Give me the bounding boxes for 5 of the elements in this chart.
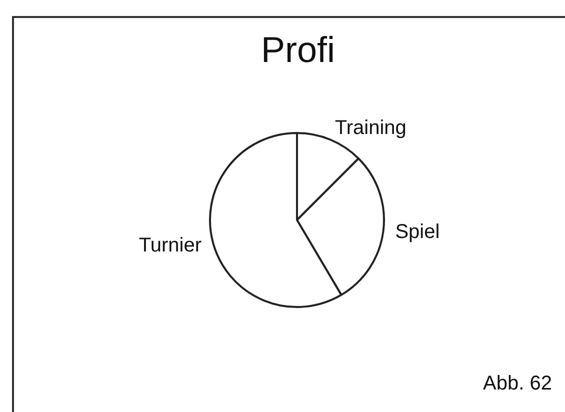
chart-title: Profi — [260, 28, 336, 70]
slice-label: Training — [334, 117, 406, 140]
slice-label: Spiel — [395, 220, 440, 243]
caption: Abb. 62 — [483, 372, 552, 395]
slice-label: Turnier — [138, 234, 202, 257]
